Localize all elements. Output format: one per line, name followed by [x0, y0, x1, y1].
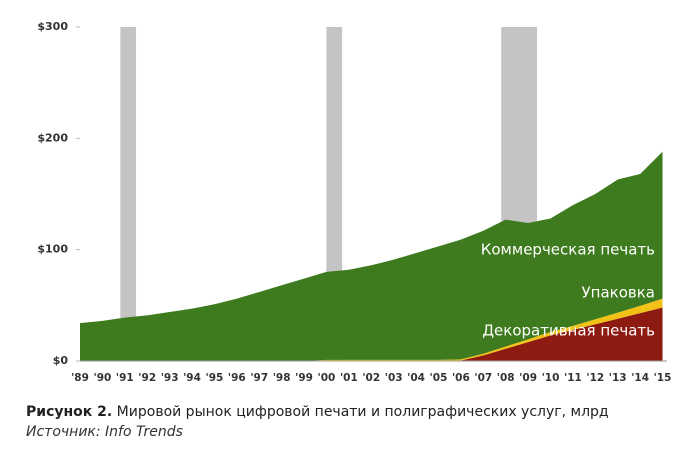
- x-tick-label: '06: [452, 372, 470, 384]
- shaded-span: [120, 27, 137, 361]
- x-tick-label: '09: [519, 372, 537, 384]
- x-tick-label: '92: [138, 372, 156, 384]
- x-tick-label: '15: [654, 372, 672, 384]
- x-tick-label: '04: [407, 372, 425, 384]
- caption-source: Источник: Info Trends: [26, 424, 183, 440]
- y-tick-label: $200: [37, 131, 68, 144]
- area: [80, 151, 663, 361]
- x-tick-label: '03: [385, 372, 403, 384]
- x-tick-label: '99: [295, 372, 313, 384]
- x-tick-label: '90: [93, 372, 111, 384]
- x-tick-label: '08: [497, 372, 515, 384]
- chart: $0 $100 $200 $300 '89 '90 '91 '92 '93 '94 '95 '96 '9…: [37, 20, 672, 384]
- x-tick-label: '91: [116, 372, 134, 384]
- y-tick-label: $300: [37, 20, 68, 33]
- x-tick-label: '95: [206, 372, 224, 384]
- x-tick-label: '94: [183, 372, 201, 384]
- x-tick-label: '12: [586, 372, 604, 384]
- caption-label: Рисунок 2.: [26, 404, 113, 420]
- series-label: Упаковка: [582, 284, 655, 302]
- y-tick-label: $0: [53, 354, 69, 367]
- x-tick-label: '14: [631, 372, 649, 384]
- x-tick-label: '05: [430, 372, 448, 384]
- x-tick-label: '97: [250, 372, 268, 384]
- x-tick-label: '00: [318, 372, 336, 384]
- x-tick-label: '96: [228, 372, 246, 384]
- x-tick-label: '93: [161, 372, 179, 384]
- x-tick-label: '10: [542, 372, 560, 384]
- x-tick-label: '98: [273, 372, 291, 384]
- caption-text: Мировой рынок цифровой печати и полиграф…: [112, 404, 609, 420]
- x-tick-label: '01: [340, 372, 358, 384]
- x-tick-label: '11: [564, 372, 582, 384]
- caption: Рисунок 2. Мировой рынок цифровой печати…: [26, 404, 609, 420]
- y-tick-label: $100: [37, 243, 68, 256]
- area: [80, 307, 663, 361]
- x-tick-label: '89: [71, 372, 89, 384]
- x-tick-label: '13: [609, 372, 627, 384]
- x-tick-label: '02: [362, 372, 380, 384]
- series-label: Декоративная печать: [482, 322, 655, 340]
- series-label: Коммерческая печать: [481, 241, 655, 259]
- x-tick-label: '07: [474, 372, 492, 384]
